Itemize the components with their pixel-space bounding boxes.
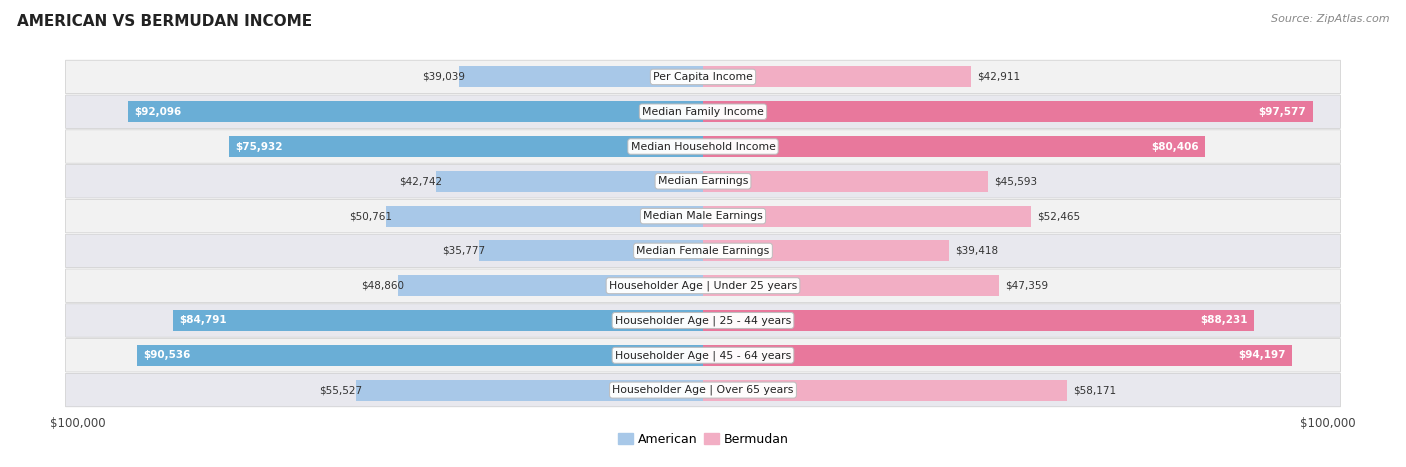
Text: $50,761: $50,761: [349, 211, 392, 221]
Text: $45,593: $45,593: [994, 177, 1038, 186]
Bar: [458, 66, 703, 87]
FancyBboxPatch shape: [66, 95, 1340, 128]
Legend: American, Bermudan: American, Bermudan: [613, 428, 793, 451]
FancyBboxPatch shape: [66, 304, 1340, 337]
Bar: [703, 380, 1067, 401]
Text: $80,406: $80,406: [1152, 142, 1199, 151]
Text: Median Family Income: Median Family Income: [643, 107, 763, 117]
Text: $42,742: $42,742: [399, 177, 441, 186]
FancyBboxPatch shape: [66, 130, 1340, 163]
Text: $35,777: $35,777: [443, 246, 485, 256]
Text: $52,465: $52,465: [1038, 211, 1080, 221]
Text: Householder Age | 45 - 64 years: Householder Age | 45 - 64 years: [614, 350, 792, 361]
Text: Source: ZipAtlas.com: Source: ZipAtlas.com: [1271, 14, 1389, 24]
Text: $97,577: $97,577: [1258, 107, 1306, 117]
Bar: [436, 171, 703, 192]
Text: $39,039: $39,039: [422, 72, 465, 82]
Text: $48,860: $48,860: [361, 281, 404, 290]
Bar: [128, 101, 703, 122]
Text: $39,418: $39,418: [956, 246, 998, 256]
Text: $92,096: $92,096: [134, 107, 181, 117]
Bar: [703, 310, 1254, 331]
Text: Median Female Earnings: Median Female Earnings: [637, 246, 769, 256]
FancyBboxPatch shape: [66, 234, 1340, 268]
Bar: [703, 345, 1292, 366]
Bar: [703, 241, 949, 262]
Bar: [703, 101, 1313, 122]
Bar: [703, 205, 1031, 226]
Bar: [703, 136, 1205, 157]
Bar: [356, 380, 703, 401]
Text: Median Household Income: Median Household Income: [630, 142, 776, 151]
Text: $90,536: $90,536: [143, 350, 191, 360]
Bar: [703, 275, 998, 296]
Text: Householder Age | 25 - 44 years: Householder Age | 25 - 44 years: [614, 315, 792, 326]
Text: $88,231: $88,231: [1201, 316, 1249, 325]
Bar: [138, 345, 703, 366]
Text: Median Earnings: Median Earnings: [658, 177, 748, 186]
Text: Householder Age | Over 65 years: Householder Age | Over 65 years: [612, 385, 794, 396]
Text: $47,359: $47,359: [1005, 281, 1049, 290]
Text: Per Capita Income: Per Capita Income: [652, 72, 754, 82]
Bar: [385, 205, 703, 226]
Text: $75,932: $75,932: [235, 142, 283, 151]
Bar: [173, 310, 703, 331]
FancyBboxPatch shape: [66, 164, 1340, 198]
Text: $94,197: $94,197: [1237, 350, 1285, 360]
Bar: [479, 241, 703, 262]
Text: $55,527: $55,527: [319, 385, 363, 395]
FancyBboxPatch shape: [66, 269, 1340, 303]
Bar: [703, 66, 972, 87]
Text: Householder Age | Under 25 years: Householder Age | Under 25 years: [609, 281, 797, 291]
Bar: [398, 275, 703, 296]
Text: $84,791: $84,791: [180, 316, 226, 325]
Text: Median Male Earnings: Median Male Earnings: [643, 211, 763, 221]
FancyBboxPatch shape: [66, 60, 1340, 93]
Text: AMERICAN VS BERMUDAN INCOME: AMERICAN VS BERMUDAN INCOME: [17, 14, 312, 29]
Bar: [229, 136, 703, 157]
FancyBboxPatch shape: [66, 199, 1340, 233]
Text: $58,171: $58,171: [1073, 385, 1116, 395]
Bar: [703, 171, 988, 192]
FancyBboxPatch shape: [66, 374, 1340, 407]
FancyBboxPatch shape: [66, 339, 1340, 372]
Text: $42,911: $42,911: [977, 72, 1021, 82]
